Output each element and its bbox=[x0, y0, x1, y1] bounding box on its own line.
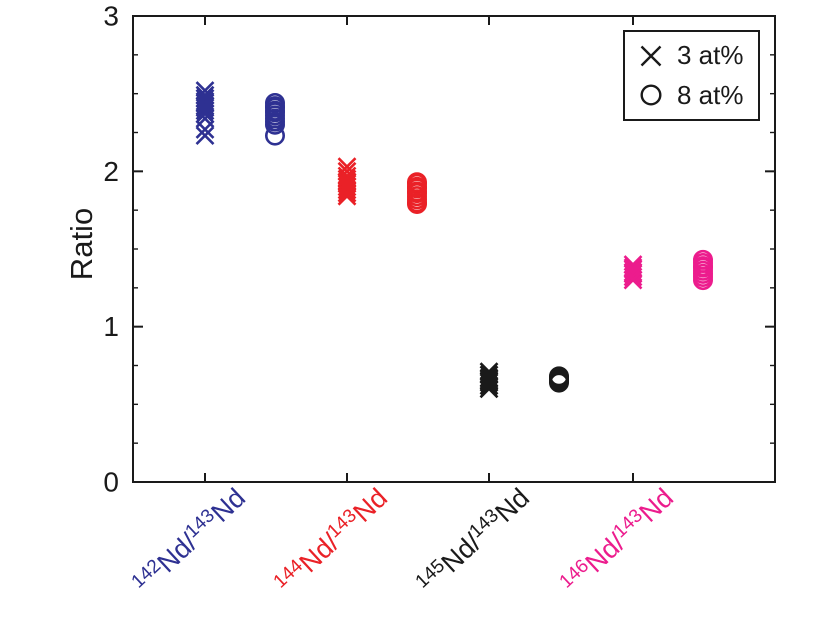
data-point-circle bbox=[264, 114, 285, 135]
data-point-circle bbox=[406, 193, 427, 214]
data-point-x bbox=[195, 119, 215, 139]
y-tick-label: 3 bbox=[103, 1, 119, 32]
x-category-label: 142Nd/143Nd bbox=[128, 482, 251, 600]
data-point-circle bbox=[692, 270, 713, 291]
legend-item-8at: 8 at% bbox=[638, 80, 758, 111]
legend: 3 at% 8 at% bbox=[623, 30, 760, 121]
data-point-x bbox=[195, 101, 215, 121]
data-point-x bbox=[623, 270, 643, 290]
data-point-x bbox=[623, 267, 643, 287]
data-point-circle bbox=[264, 125, 285, 146]
data-point-x bbox=[623, 264, 643, 284]
data-point-circle bbox=[548, 372, 569, 393]
data-point-x bbox=[479, 379, 499, 399]
y-tick-label: 0 bbox=[103, 467, 119, 498]
y-tick-label: 2 bbox=[103, 156, 119, 187]
legend-label-3at: 3 at% bbox=[677, 40, 744, 71]
data-point-x bbox=[337, 180, 357, 200]
data-point-x bbox=[195, 104, 215, 124]
x-category-label: 144Nd/143Nd bbox=[270, 482, 393, 600]
data-point-x bbox=[337, 183, 357, 203]
x-category-label: 146Nd/143Nd bbox=[556, 482, 679, 600]
y-tick-label: 1 bbox=[103, 311, 119, 342]
legend-item-3at: 3 at% bbox=[638, 40, 758, 71]
data-point-x bbox=[337, 177, 357, 197]
data-point-x bbox=[479, 376, 499, 396]
x-category-label: 145Nd/143Nd bbox=[412, 482, 535, 600]
circle-marker-icon bbox=[640, 84, 662, 106]
data-point-x bbox=[337, 186, 357, 206]
y-axis-title: Ratio bbox=[64, 207, 99, 281]
data-point-x bbox=[195, 126, 215, 146]
legend-label-8at: 8 at% bbox=[677, 79, 744, 110]
x-marker-icon bbox=[640, 45, 662, 67]
data-point-x bbox=[479, 373, 499, 393]
